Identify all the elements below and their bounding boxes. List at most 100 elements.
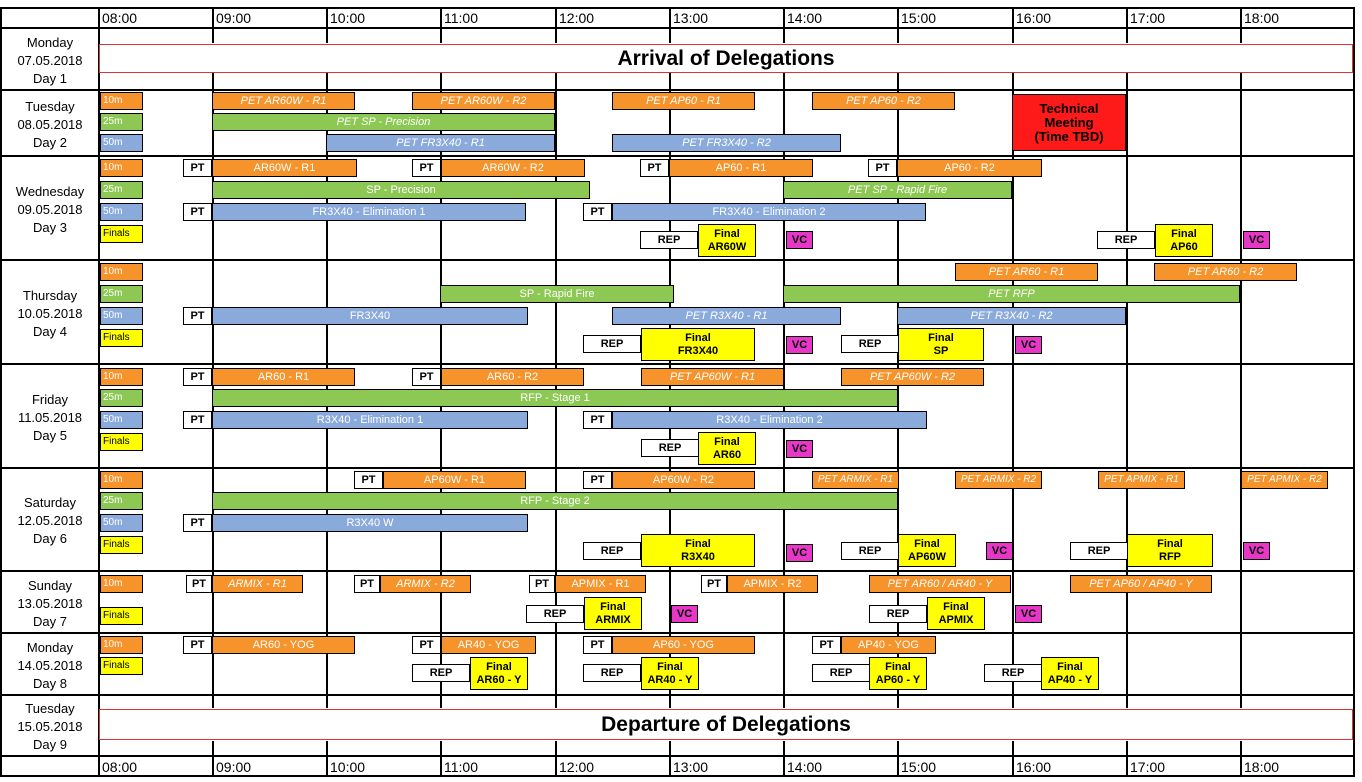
rep-box[interactable]: REP xyxy=(841,335,899,353)
event-bar[interactable]: AR40 - YOG xyxy=(441,636,536,654)
event-bar[interactable]: PET RFP xyxy=(783,285,1240,303)
final-box[interactable]: Final AP40 - Y xyxy=(1041,657,1099,690)
rep-box[interactable]: REP xyxy=(583,664,641,682)
final-box[interactable]: Final AR40 - Y xyxy=(641,657,699,690)
final-box[interactable]: Final AR60W xyxy=(698,224,756,257)
pt-box[interactable]: PT xyxy=(583,471,612,489)
pt-box[interactable]: PT xyxy=(583,203,612,221)
event-bar[interactable]: SP - Rapid Fire xyxy=(440,285,674,303)
rep-box[interactable]: REP xyxy=(640,231,698,249)
event-bar[interactable]: PET SP - Precision xyxy=(212,113,555,131)
vc-box[interactable]: VC xyxy=(1243,542,1270,560)
event-bar[interactable]: PET AP60 - R2 xyxy=(812,92,955,110)
event-bar[interactable]: FR3X40 xyxy=(212,307,528,325)
pt-box[interactable]: PT xyxy=(354,471,383,489)
event-bar[interactable]: AP60 - YOG xyxy=(612,636,755,654)
vc-box[interactable]: VC xyxy=(786,440,813,458)
pt-box[interactable]: PT xyxy=(868,159,897,177)
vc-box[interactable]: VC xyxy=(786,231,813,249)
event-bar[interactable]: AR60 - R1 xyxy=(212,368,355,386)
event-bar[interactable]: PET R3X40 - R2 xyxy=(897,307,1126,325)
pt-box[interactable]: PT xyxy=(354,575,380,593)
vc-box[interactable]: VC xyxy=(671,605,698,623)
event-bar[interactable]: PET APMIX - R1 xyxy=(1098,471,1185,489)
event-bar[interactable]: R3X40 W xyxy=(212,514,528,532)
final-box[interactable]: Final AR60 - Y xyxy=(470,657,528,690)
event-bar[interactable]: PET ARMIX - R1 xyxy=(812,471,899,489)
event-bar[interactable]: SP - Precision xyxy=(212,181,590,199)
event-bar[interactable]: AP60W - R1 xyxy=(383,471,526,489)
event-bar[interactable]: PET SP - Rapid Fire xyxy=(783,181,1012,199)
event-bar[interactable]: PET APMIX - R2 xyxy=(1241,471,1328,489)
event-bar[interactable]: FR3X40 - Elimination 1 xyxy=(212,203,526,221)
rep-box[interactable]: REP xyxy=(641,439,699,457)
pt-box[interactable]: PT xyxy=(583,411,612,429)
event-bar[interactable]: AP60 - R1 xyxy=(669,159,813,177)
final-box[interactable]: Final AP60 xyxy=(1155,224,1213,257)
event-bar[interactable]: R3X40 - Elimination 2 xyxy=(612,411,927,429)
event-bar[interactable]: ARMIX - R1 xyxy=(212,575,303,593)
vc-box[interactable]: VC xyxy=(786,544,813,562)
event-bar[interactable]: RFP - Stage 2 xyxy=(212,492,898,510)
rep-box[interactable]: REP xyxy=(984,664,1042,682)
event-bar[interactable]: AR60 - YOG xyxy=(212,636,355,654)
event-bar[interactable]: PET AR60 / AR40 - Y xyxy=(869,575,1011,593)
pt-box[interactable]: PT xyxy=(412,159,441,177)
rep-box[interactable]: REP xyxy=(1070,542,1128,560)
event-bar[interactable]: PET AR60 - R1 xyxy=(955,263,1098,281)
pt-box[interactable]: PT xyxy=(183,514,212,532)
pt-box[interactable]: PT xyxy=(183,203,212,221)
technical-meeting[interactable]: Technical Meeting (Time TBD) xyxy=(1012,94,1126,151)
event-bar[interactable]: PET AR60W - R2 xyxy=(412,92,555,110)
pt-box[interactable]: PT xyxy=(412,368,441,386)
event-bar[interactable]: PET ARMIX - R2 xyxy=(955,471,1042,489)
final-box[interactable]: Final AP60W xyxy=(898,534,956,567)
rep-box[interactable]: REP xyxy=(812,664,870,682)
final-box[interactable]: Final ARMIX xyxy=(584,597,642,630)
vc-box[interactable]: VC xyxy=(1243,231,1270,249)
event-bar[interactable]: PET AP60 - R1 xyxy=(612,92,755,110)
event-bar[interactable]: APMIX - R1 xyxy=(555,575,646,593)
event-bar[interactable]: RFP - Stage 1 xyxy=(212,389,898,407)
rep-box[interactable]: REP xyxy=(1097,231,1155,249)
event-bar[interactable]: AP60 - R2 xyxy=(897,159,1042,177)
event-bar[interactable]: PET R3X40 - R1 xyxy=(612,307,841,325)
event-bar[interactable]: FR3X40 - Elimination 2 xyxy=(612,203,926,221)
rep-box[interactable]: REP xyxy=(526,605,584,623)
pt-box[interactable]: PT xyxy=(640,159,669,177)
event-bar[interactable]: ARMIX - R2 xyxy=(380,575,471,593)
event-bar[interactable]: AP40 - YOG xyxy=(841,636,936,654)
event-bar[interactable]: PET AP60W - R1 xyxy=(641,368,784,386)
final-box[interactable]: Final AP60 - Y xyxy=(869,657,927,690)
vc-box[interactable]: VC xyxy=(1015,605,1042,623)
event-bar[interactable]: PET AP60W - R2 xyxy=(841,368,984,386)
pt-box[interactable]: PT xyxy=(812,636,841,654)
rep-box[interactable]: REP xyxy=(869,605,927,623)
pt-box[interactable]: PT xyxy=(183,307,212,325)
pt-box[interactable]: PT xyxy=(183,636,212,654)
event-bar[interactable]: AR60 - R2 xyxy=(441,368,584,386)
vc-box[interactable]: VC xyxy=(986,542,1013,560)
event-bar[interactable]: PET AP60 / AP40 - Y xyxy=(1070,575,1212,593)
pt-box[interactable]: PT xyxy=(186,575,212,593)
final-box[interactable]: Final APMIX xyxy=(927,597,985,630)
event-bar[interactable]: APMIX - R2 xyxy=(727,575,818,593)
final-box[interactable]: Final R3X40 xyxy=(641,534,755,567)
event-bar[interactable]: PET FR3X40 - R2 xyxy=(612,134,841,152)
event-bar[interactable]: PET FR3X40 - R1 xyxy=(326,134,555,152)
rep-box[interactable]: REP xyxy=(583,542,641,560)
pt-box[interactable]: PT xyxy=(183,368,212,386)
event-bar[interactable]: AR60W - R2 xyxy=(441,159,585,177)
event-bar[interactable]: AP60W - R2 xyxy=(612,471,755,489)
final-box[interactable]: Final AR60 xyxy=(698,432,756,465)
pt-box[interactable]: PT xyxy=(583,636,612,654)
final-box[interactable]: Final SP xyxy=(898,328,984,361)
vc-box[interactable]: VC xyxy=(786,336,813,354)
event-bar[interactable]: PET AR60W - R1 xyxy=(212,92,355,110)
event-bar[interactable]: AR60W - R1 xyxy=(212,159,357,177)
event-bar[interactable]: R3X40 - Elimination 1 xyxy=(212,411,528,429)
final-box[interactable]: Final FR3X40 xyxy=(641,328,755,361)
final-box[interactable]: Final RFP xyxy=(1127,534,1213,567)
pt-box[interactable]: PT xyxy=(701,575,727,593)
pt-box[interactable]: PT xyxy=(183,411,212,429)
